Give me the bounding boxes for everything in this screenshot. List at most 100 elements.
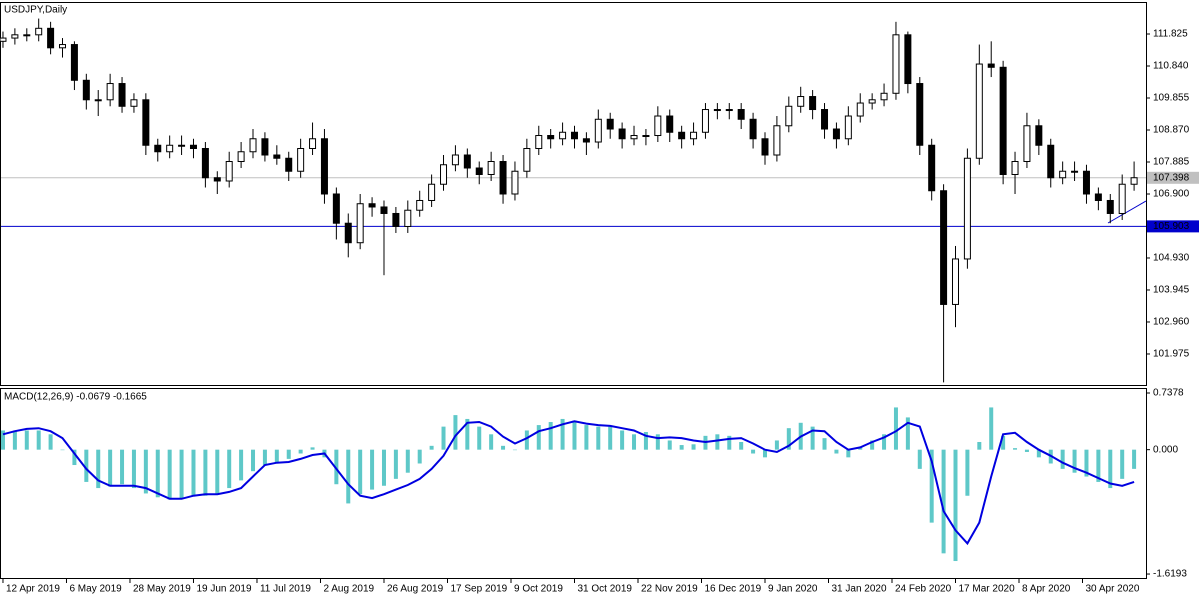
- macd-histogram-bar: [1060, 449, 1065, 469]
- y-tick-label: -1.6193: [1153, 569, 1187, 580]
- macd-histogram-bar: [12, 430, 17, 450]
- candle-body: [844, 115, 852, 140]
- macd-histogram-bar: [762, 449, 767, 458]
- macd-histogram-bar: [453, 415, 458, 450]
- macd-histogram-bar: [858, 447, 863, 450]
- candle-body: [332, 193, 340, 224]
- candle-body: [261, 138, 269, 156]
- y-tick-label: 102.960: [1153, 317, 1190, 328]
- candle-body: [832, 128, 840, 140]
- macd-histogram-bar: [24, 430, 29, 450]
- macd-histogram-bar: [691, 444, 696, 450]
- macd-histogram-bar: [1001, 435, 1006, 450]
- candle-body: [809, 96, 817, 111]
- candle-body: [1047, 144, 1055, 179]
- x-tick-label: 2 Aug 2019: [323, 584, 374, 595]
- macd-histogram-bar: [72, 449, 77, 466]
- macd-histogram-bar: [608, 426, 613, 450]
- macd-histogram-bar: [143, 449, 148, 494]
- candle-body: [713, 109, 721, 112]
- macd-histogram-bar: [596, 426, 601, 450]
- macd-histogram-bar: [84, 449, 89, 482]
- macd-histogram-bar: [239, 449, 244, 481]
- candle-body: [368, 203, 376, 208]
- candle-body: [249, 138, 257, 153]
- candle-body: [690, 131, 698, 140]
- candle-body: [440, 164, 448, 185]
- macd-histogram-bar: [262, 449, 267, 466]
- macd-histogram-bar: [620, 430, 625, 450]
- candle-body: [1035, 125, 1043, 146]
- macd-histogram-bar: [251, 449, 256, 472]
- candle-body: [963, 157, 971, 260]
- x-tick-label: 17 Mar 2020: [958, 584, 1015, 595]
- y-tick-label: 103.945: [1153, 285, 1190, 296]
- candle-body: [0, 37, 7, 42]
- macd-histogram-bar: [441, 426, 446, 450]
- candle-body: [35, 27, 43, 36]
- candle-body: [737, 109, 745, 120]
- candle-body: [1023, 125, 1031, 163]
- candle-body: [904, 34, 912, 85]
- macd-histogram-bar: [822, 438, 827, 450]
- horizontal-line-label: 105.903: [1153, 221, 1190, 232]
- candle-body: [1118, 183, 1126, 214]
- candle-body: [570, 131, 578, 140]
- candle-body: [940, 190, 948, 305]
- candle-body: [237, 151, 245, 163]
- candle-body: [761, 138, 769, 156]
- macd-histogram-bar: [48, 434, 53, 450]
- candle-body: [428, 183, 436, 201]
- y-tick-label: 106.900: [1153, 189, 1190, 200]
- macd-histogram-bar: [941, 449, 946, 554]
- macd-histogram-bar: [108, 449, 113, 487]
- candle-body: [606, 118, 614, 130]
- macd-histogram-bar: [465, 418, 470, 450]
- macd-histogram-bar: [358, 449, 363, 495]
- candle-body: [582, 138, 590, 143]
- candle-body: [773, 125, 781, 156]
- x-tick-label: 30 Apr 2020: [1085, 584, 1139, 595]
- y-tick-label: 107.885: [1153, 157, 1190, 168]
- candle-body: [892, 34, 900, 94]
- macd-histogram-bar: [715, 434, 720, 450]
- candle-body: [285, 157, 293, 172]
- macd-histogram-bar: [429, 445, 434, 450]
- candle-body: [1011, 161, 1019, 175]
- y-tick-label: 111.825: [1153, 29, 1188, 40]
- candle-body: [356, 203, 364, 244]
- macd-histogram-bar: [977, 441, 982, 450]
- candle-body: [273, 154, 281, 159]
- macd-title: MACD(12,26,9) -0.0679 -0.1665: [4, 392, 147, 403]
- x-tick-label: 17 Sep 2019: [450, 584, 507, 595]
- candle-body: [856, 102, 864, 117]
- macd-histogram-bar: [524, 430, 529, 450]
- candle-body: [451, 154, 459, 166]
- y-tick-label: 0.000: [1153, 444, 1178, 455]
- candle-body: [535, 135, 543, 150]
- candle-body: [130, 99, 138, 107]
- x-tick-label: 22 Nov 2019: [641, 584, 698, 595]
- candle-body: [975, 63, 983, 159]
- macd-histogram-bar: [846, 449, 851, 458]
- candle-body: [154, 144, 162, 153]
- candle-body: [1094, 193, 1102, 201]
- candle-body: [59, 44, 67, 49]
- x-tick-label: 11 Jul 2019: [260, 584, 311, 595]
- trend-line: [1107, 200, 1147, 224]
- macd-histogram-bar: [1072, 449, 1077, 473]
- y-tick-label: 0.7378: [1153, 388, 1184, 399]
- candle-body: [1059, 170, 1067, 179]
- candle-body: [416, 199, 424, 211]
- candle-body: [11, 34, 19, 39]
- candle-body: [654, 115, 662, 137]
- macd-histogram-bar: [548, 422, 553, 450]
- macd-histogram-bar: [667, 440, 672, 450]
- macd-histogram-bar: [167, 449, 172, 500]
- macd-histogram-bar: [1024, 449, 1029, 452]
- horizontal-line-label-box: [1147, 220, 1199, 233]
- macd-histogram-bar: [536, 425, 541, 450]
- y-tick-label: 101.975: [1153, 349, 1190, 360]
